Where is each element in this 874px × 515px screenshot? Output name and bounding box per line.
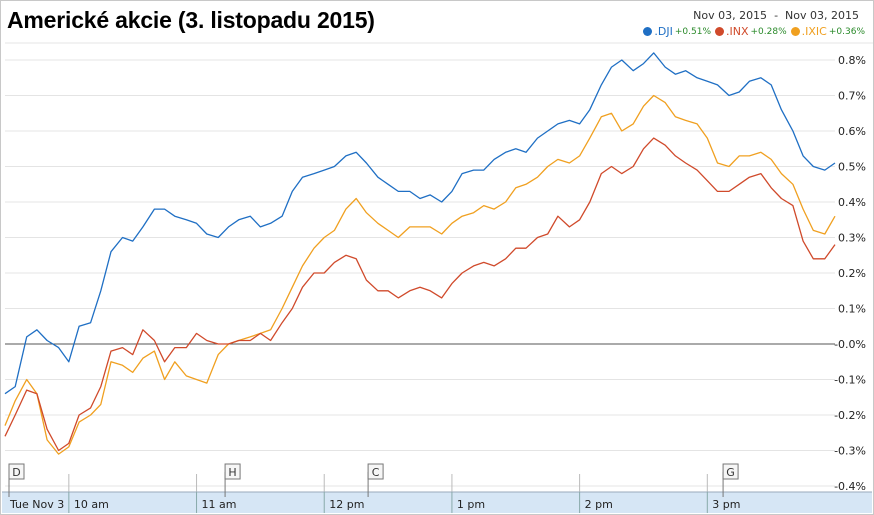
x-tick-label: 10 am xyxy=(74,498,109,511)
event-marker-label: C xyxy=(372,466,380,479)
x-tick-label: 1 pm xyxy=(457,498,485,511)
date-range-from: Nov 03, 2015 xyxy=(693,9,768,22)
event-marker-flag xyxy=(722,463,739,480)
event-marker-flag xyxy=(367,463,384,480)
series-line-dji xyxy=(4,52,836,395)
legend-item-dji[interactable]: .DJI +0.51% xyxy=(643,25,711,38)
x-tick-label: Tue Nov 3 xyxy=(9,498,64,511)
y-tick-label: 0.3% xyxy=(838,232,866,245)
x-axis: Tue Nov 3 10 am 11 am 12 pm 1 pm 2 pm 3 pm xyxy=(2,491,872,513)
y-tick-label: -0.1% xyxy=(834,374,866,387)
legend-change: +0.51% xyxy=(674,26,711,37)
event-marker-g[interactable]: G xyxy=(722,463,739,497)
y-tick-label: -0.3% xyxy=(834,445,866,458)
x-axis-band xyxy=(2,492,872,513)
series-layer xyxy=(4,52,836,455)
y-tick-label: -0.2% xyxy=(834,409,866,422)
date-range-to: Nov 03, 2015 xyxy=(785,9,859,22)
y-tick-label: 0.8% xyxy=(838,54,866,67)
grid-layer xyxy=(5,42,873,498)
legend-dot-icon xyxy=(715,27,724,36)
event-marker-label: H xyxy=(228,466,236,479)
event-marker-h[interactable]: H xyxy=(224,463,241,497)
legend-symbol: .IXIC xyxy=(801,25,827,38)
legend-item-ixic[interactable]: .IXIC +0.36% xyxy=(790,25,865,38)
x-tick-label: 3 pm xyxy=(712,498,740,511)
date-range-separator: - xyxy=(774,9,779,22)
legend-symbol: .DJI xyxy=(654,25,673,38)
y-tick-label: 0.2% xyxy=(838,267,866,280)
event-marker-label: G xyxy=(726,466,735,479)
x-tick-label: 12 pm xyxy=(329,498,364,511)
event-marker-c[interactable]: C xyxy=(367,463,384,497)
event-marker-label: D xyxy=(12,466,20,479)
y-tick-label: 0.7% xyxy=(838,90,866,103)
chart-title: Americké akcie (3. listopadu 2015) xyxy=(7,7,375,33)
x-tick-label: 11 am xyxy=(202,498,237,511)
y-tick-label: -0.4% xyxy=(834,480,866,493)
legend-item-inx[interactable]: .INX +0.28% xyxy=(715,25,787,38)
legend-dot-icon xyxy=(790,27,800,36)
legend-change: +0.28% xyxy=(750,26,787,37)
event-marker-flag xyxy=(8,463,25,480)
legend-symbol: .INX xyxy=(726,25,749,38)
y-tick-label: 0.5% xyxy=(838,161,866,174)
legend: .DJI +0.51% .INX +0.28% .IXIC +0.36% xyxy=(643,25,865,38)
legend-dot-icon xyxy=(643,27,653,36)
date-range: Nov 03, 2015 - Nov 03, 2015 xyxy=(693,9,859,22)
y-tick-label: 0.6% xyxy=(838,125,866,138)
event-marker-flag xyxy=(224,463,241,480)
y-tick-label: 0.4% xyxy=(838,196,866,209)
series-line-inx xyxy=(4,137,836,452)
y-tick-labels: 0.8% 0.7% 0.6% 0.5% 0.4% 0.3% 0.2% 0.1% -0.0% -0.… xyxy=(834,54,866,493)
y-tick-label: -0.0% xyxy=(834,338,866,351)
series-line-ixic xyxy=(4,94,836,455)
legend-change: +0.36% xyxy=(828,26,865,37)
x-tick-label: 2 pm xyxy=(585,498,613,511)
event-marker-d[interactable]: D xyxy=(8,463,25,497)
y-tick-label: 0.1% xyxy=(838,303,866,316)
